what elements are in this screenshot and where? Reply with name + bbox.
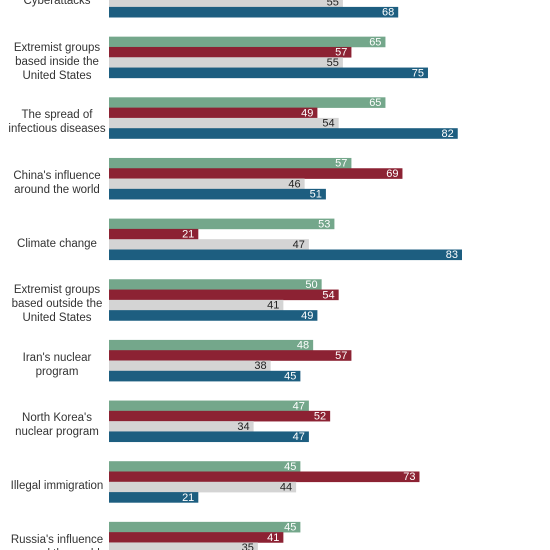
value-label: 57 [335, 350, 347, 362]
value-label: 45 [284, 371, 296, 383]
value-label: 45 [284, 522, 296, 534]
value-label: 41 [267, 300, 279, 312]
value-label: 54 [322, 118, 334, 130]
value-label: 68 [382, 7, 394, 19]
category-label: North Korea's nuclear program [15, 412, 99, 439]
bar [109, 370, 301, 382]
value-label: 82 [441, 128, 453, 140]
value-label: 44 [280, 482, 292, 494]
bar [109, 289, 339, 301]
bar [109, 400, 309, 412]
bar [109, 168, 403, 179]
category-label: Climate change [17, 237, 97, 250]
value-label: 34 [237, 421, 249, 433]
value-label: 51 [310, 189, 322, 201]
value-label: 54 [322, 289, 334, 301]
value-label: 73 [403, 471, 415, 483]
category-label: The spread of infectious diseases [8, 109, 106, 136]
bar [109, 350, 352, 361]
bar [109, 6, 399, 18]
value-label: 49 [301, 107, 313, 119]
bar [109, 279, 322, 290]
category-label: Cyberattacks [23, 0, 91, 7]
bar [109, 218, 335, 230]
value-label: 83 [446, 249, 458, 261]
bar [109, 521, 301, 533]
value-label: 65 [369, 36, 381, 48]
value-label: 35 [242, 542, 254, 550]
bar [109, 188, 326, 200]
bar [109, 157, 352, 169]
bar [109, 339, 314, 351]
bar [109, 228, 199, 240]
value-label: 50 [305, 279, 317, 291]
category-label: Iran's nuclear program [22, 351, 92, 378]
value-label: 75 [412, 67, 424, 79]
value-label: 45 [284, 461, 296, 473]
bar [109, 107, 318, 119]
value-label: 52 [314, 411, 326, 423]
bar [109, 67, 428, 79]
value-label: 46 [288, 178, 300, 190]
bar [109, 239, 309, 250]
bar [109, 57, 343, 68]
bar [109, 542, 258, 550]
bar [109, 249, 462, 261]
value-label: 57 [335, 47, 347, 59]
bar [109, 0, 343, 8]
bar [109, 421, 254, 432]
bar [109, 310, 318, 321]
value-label: 47 [293, 400, 305, 412]
value-label: 21 [182, 492, 194, 504]
bar [109, 178, 305, 190]
category-label: China's influence around the world [13, 169, 101, 196]
value-label: 47 [293, 239, 305, 251]
bar [109, 46, 352, 58]
bar [109, 461, 301, 472]
bar [109, 299, 284, 311]
bar [109, 410, 331, 422]
value-label: 49 [301, 310, 313, 322]
value-label: 48 [297, 340, 309, 352]
category-label: Extremist groups based outside the Unite… [11, 284, 103, 325]
bar [109, 36, 386, 48]
value-label: 57 [335, 158, 347, 170]
bar [109, 128, 458, 139]
bar [109, 97, 386, 108]
bar [109, 532, 284, 543]
value-label: 21 [182, 229, 194, 241]
bar [109, 117, 339, 129]
bar [109, 471, 420, 483]
value-label: 65 [369, 97, 381, 109]
value-label: 41 [267, 532, 279, 544]
value-label: 47 [293, 431, 305, 443]
value-label: 55 [327, 0, 339, 8]
value-label: 53 [318, 218, 330, 230]
value-label: 38 [254, 360, 266, 372]
bar [109, 360, 271, 372]
value-label: 55 [327, 57, 339, 69]
bar [109, 492, 199, 503]
value-label: 69 [386, 168, 398, 180]
category-label: Extremist groups based inside the United… [13, 41, 101, 82]
category-label: Illegal immigration [10, 480, 104, 493]
category-label: Russia's influence around the world [10, 533, 104, 550]
bar [109, 481, 297, 493]
bar [109, 431, 309, 443]
